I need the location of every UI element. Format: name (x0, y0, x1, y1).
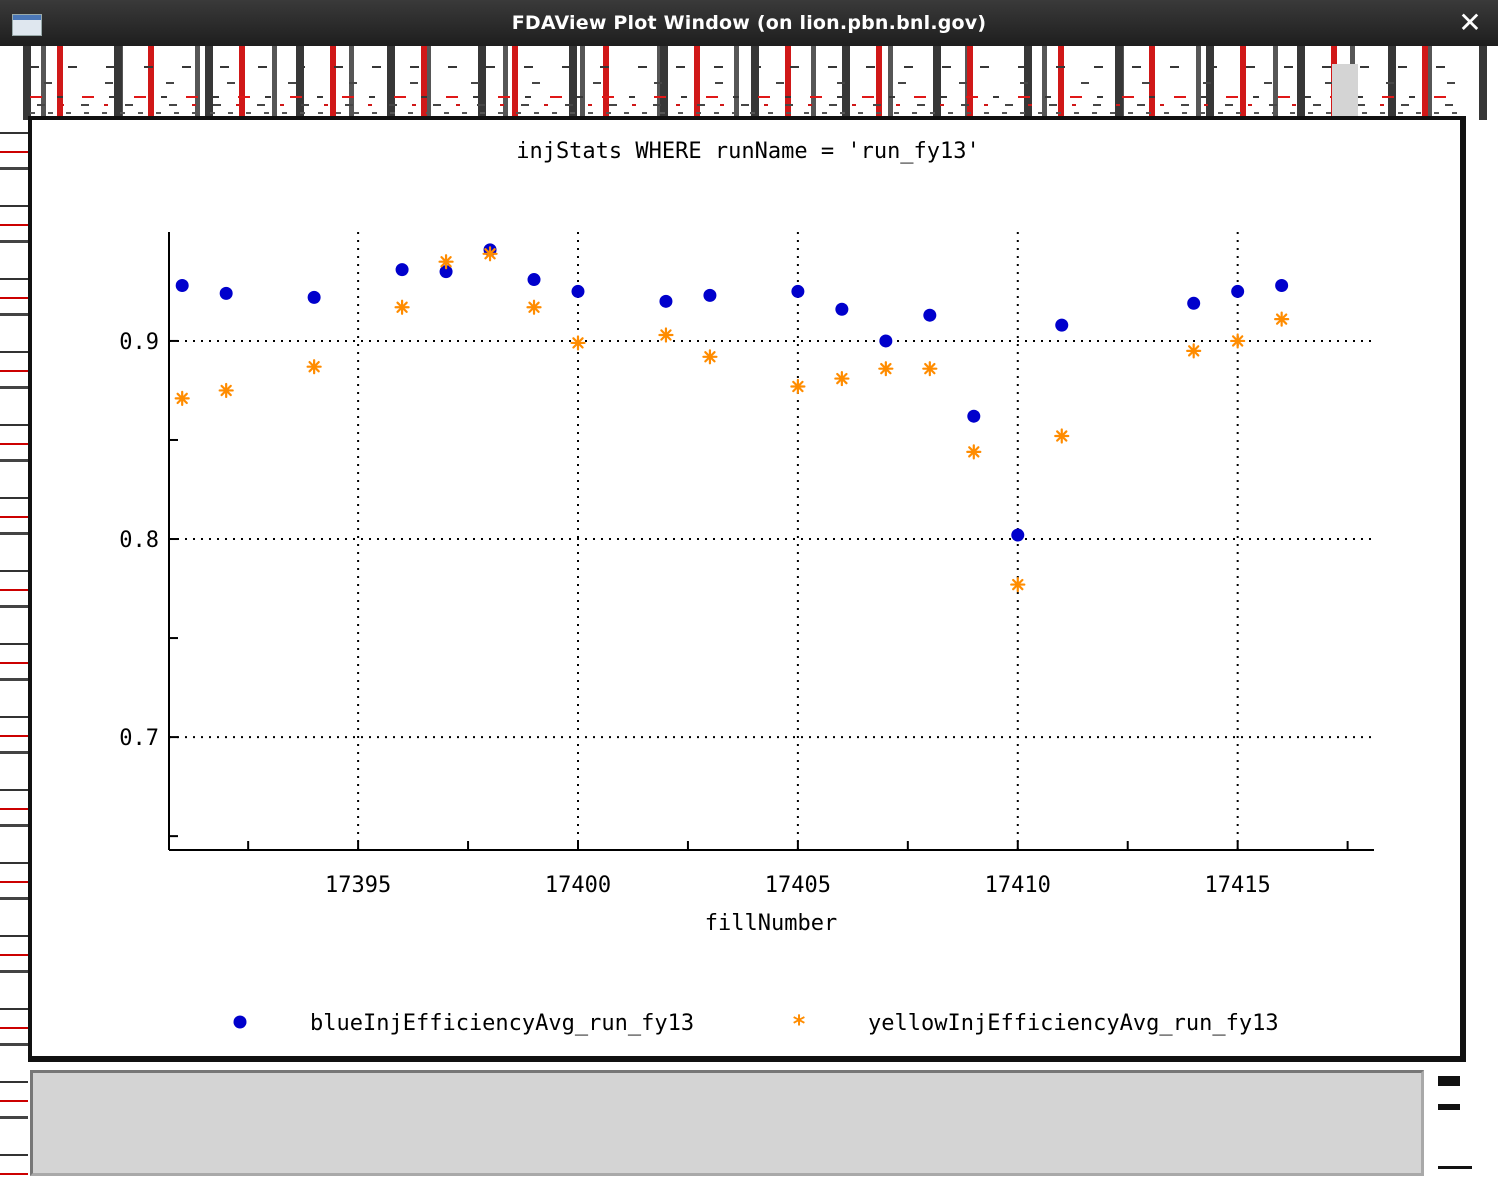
x-axis-label: fillNumber (705, 911, 837, 936)
side-panel-strip (0, 120, 28, 1189)
yellow-data-point (658, 327, 674, 343)
x-tick-label: 17400 (545, 873, 611, 898)
blue-data-point (527, 273, 541, 287)
yellow-data-point (966, 444, 982, 460)
yellow-data-point (1230, 333, 1246, 349)
yellow-data-point (702, 349, 718, 365)
yellow-data-point (1186, 343, 1202, 359)
blue-data-point (1055, 318, 1069, 332)
yellow-data-point (306, 359, 322, 375)
yellow-data-point (174, 390, 190, 406)
yellow-data-point (570, 335, 586, 351)
yellow-data-point (1010, 576, 1026, 593)
window-title: FDAView Plot Window (on lion.pbn.bnl.gov… (511, 12, 987, 34)
legend-marker-blue (233, 1015, 247, 1029)
legend-marker-yellow: * (793, 1010, 806, 1038)
blue-data-point (1231, 284, 1245, 298)
yellow-data-point (218, 382, 234, 399)
blue-data-point (835, 302, 849, 316)
status-panel (30, 1070, 1424, 1176)
toolbar-area (0, 46, 1498, 120)
blue-data-point (1275, 278, 1289, 292)
blue-data-point (439, 265, 453, 279)
yellow-data-point (482, 246, 498, 262)
blue-data-point (659, 294, 673, 308)
grid (169, 232, 1374, 850)
yellow-data-point (394, 299, 410, 315)
plot-frame: injStats WHERE runName = 'run_fy13' 1739… (28, 116, 1466, 1062)
toolbar-row (30, 104, 1458, 106)
yellow-data-point (438, 254, 454, 270)
panel-control-mark (1438, 1104, 1460, 1110)
toolbar-row (30, 66, 1458, 68)
yellow-data-point (922, 361, 938, 377)
close-icon[interactable]: ✕ (1458, 6, 1482, 39)
blue-data-point (967, 409, 981, 423)
blue-data-point (923, 308, 937, 322)
blue-data-point (395, 263, 409, 277)
blue-data-point (703, 288, 717, 302)
x-tick-label: 17405 (765, 873, 831, 898)
blue-data-point (791, 284, 805, 298)
panel-control-mark (1438, 1076, 1460, 1086)
status-panel-controls (1438, 1070, 1472, 1176)
legend-label-yellow: yellowInjEfficiencyAvg_run_fy13 (868, 1011, 1279, 1036)
yellow-data-point (878, 361, 894, 377)
blue-data-point (1011, 528, 1025, 542)
window-menu-icon[interactable] (12, 14, 42, 36)
panel-control-mark (1438, 1166, 1472, 1169)
yellow-data-point (1274, 311, 1290, 327)
blue-data-point (571, 284, 585, 298)
chart-title: injStats WHERE runName = 'run_fy13' (516, 139, 980, 164)
x-tick-label: 17415 (1205, 873, 1271, 898)
toolbar-row (30, 112, 1458, 114)
blue-data-point (307, 290, 321, 304)
toolbar-row (30, 82, 1458, 84)
data-points (174, 243, 1290, 593)
blue-data-point (879, 334, 893, 348)
toolbar-row (30, 96, 1458, 98)
window-titlebar: FDAView Plot Window (on lion.pbn.bnl.gov… (0, 0, 1498, 46)
yellow-data-point (834, 370, 850, 387)
blue-data-point (1187, 296, 1201, 310)
x-tick-label: 17395 (325, 873, 391, 898)
x-tick-label: 17410 (985, 873, 1051, 898)
y-tick-label: 0.9 (119, 330, 159, 355)
toolbar-scrollbar[interactable] (1332, 64, 1358, 116)
yellow-data-point (790, 378, 806, 395)
y-tick-label: 0.7 (119, 726, 159, 751)
axes: 17395 17400 17405 17410 17415 0.7 0.8 0.9 (119, 232, 1374, 898)
yellow-data-point (1054, 428, 1070, 444)
y-tick-label: 0.8 (119, 528, 159, 553)
scatter-plot[interactable]: injStats WHERE runName = 'run_fy13' 1739… (32, 120, 1462, 1058)
legend-label-blue: blueInjEfficiencyAvg_run_fy13 (310, 1011, 694, 1036)
blue-data-point (219, 286, 233, 300)
legend: blueInjEfficiencyAvg_run_fy13 * yellowIn… (233, 1010, 1279, 1038)
yellow-data-point (526, 299, 542, 315)
blue-data-point (175, 278, 189, 292)
